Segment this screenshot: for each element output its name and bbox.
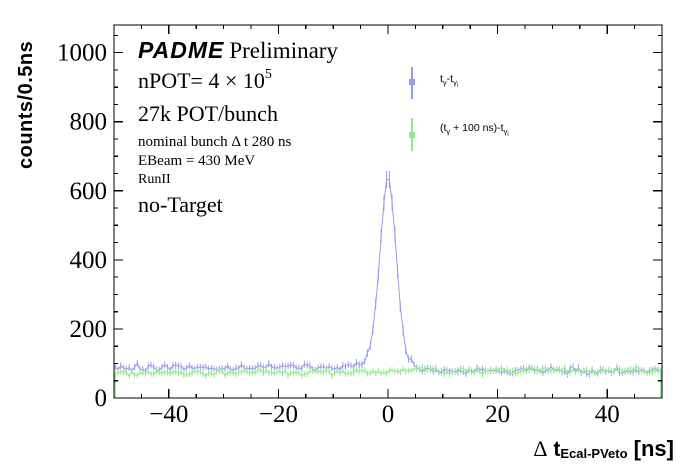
- y-tick-label: 400: [70, 247, 108, 274]
- y-axis-title: counts/0.5ns: [15, 40, 37, 169]
- target-line: no-Target: [138, 192, 223, 217]
- ebeam-line: EBeam = 430 MeV: [138, 153, 256, 169]
- y-tick-label: 600: [70, 178, 108, 205]
- pot-per-bunch-line: 27k POT/bunch: [138, 101, 278, 126]
- x-tick-label: −20: [259, 401, 298, 428]
- preliminary-text: Preliminary: [229, 38, 338, 63]
- axis-ticks: [113, 25, 663, 399]
- x-tick-label: 40: [595, 401, 620, 428]
- series-line-0: [115, 178, 661, 376]
- bunch-spacing-line: nominal bunch Δ t 280 ns: [138, 134, 292, 150]
- npot-line: nPOT= 4 × 105: [138, 66, 272, 94]
- series-edge-spikes-1: [114, 370, 662, 397]
- x-tick-label: 0: [382, 401, 395, 428]
- run-line: RunII: [138, 172, 171, 187]
- y-tick-label: 0: [95, 385, 108, 412]
- brand-text: PADME: [138, 37, 225, 63]
- x-axis-title: Δ tEcal-PVeto [ns]: [533, 436, 674, 462]
- npot-exponent: 5: [264, 66, 272, 82]
- y-tick-label: 1000: [57, 40, 107, 67]
- x-axis-title-subscript: Ecal-PVeto: [560, 446, 628, 461]
- y-tick-label: 200: [70, 316, 108, 343]
- legend-marker-dot-0: [409, 79, 415, 85]
- y-tick-label: 800: [70, 109, 108, 136]
- series-line-1: [115, 365, 661, 378]
- legend-label-signal: tγ-tγi: [440, 73, 459, 89]
- legend-marker-dot-1: [409, 132, 415, 138]
- x-tick-label: −40: [149, 401, 188, 428]
- x-tick-label: 20: [485, 401, 510, 428]
- x-axis-title-delta: Δ: [533, 436, 548, 461]
- x-axis-title-variable: t: [547, 438, 561, 461]
- npot-text: nPOT= 4 × 10: [138, 68, 265, 93]
- x-axis-title-units: [ns]: [627, 436, 674, 461]
- brand-line: PADME Preliminary: [138, 37, 338, 64]
- legend-label-offset: (tγ + 100 ns)-tγi: [440, 122, 509, 138]
